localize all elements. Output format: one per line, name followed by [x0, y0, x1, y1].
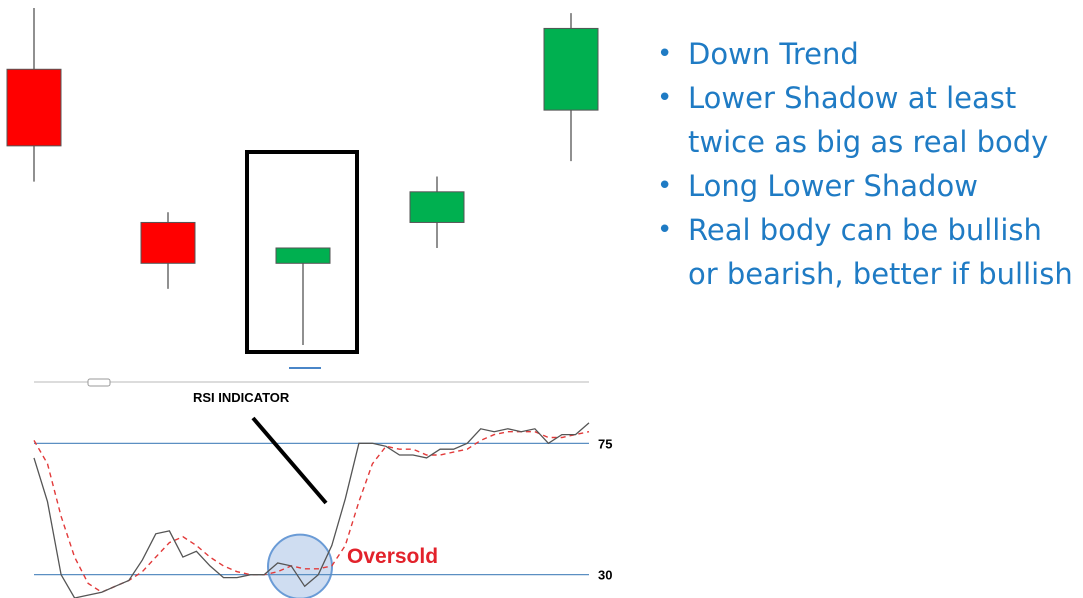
bullet-text: Real body can be bullish or bearish, bet… — [688, 213, 1073, 291]
rsi-line — [33, 422, 590, 598]
rsi-indicator-label: RSI INDICATOR — [193, 390, 290, 405]
rsi-level-label: 30 — [598, 568, 612, 583]
bullet-real-body: • Real body can be bullish or bearish, b… — [655, 208, 1080, 296]
rsi-label-pointer — [251, 416, 328, 505]
candle — [275, 247, 331, 345]
candle — [409, 176, 465, 248]
bullet-text: Lower Shadow at least twice as big as re… — [688, 81, 1049, 159]
candle — [6, 8, 62, 182]
bullet-dot-icon: • — [657, 171, 673, 201]
candle-body — [543, 27, 599, 111]
oversold-label: Oversold — [347, 545, 438, 568]
oversold-circle — [267, 533, 333, 598]
bullet-lower-shadow-size: • Lower Shadow at least twice as big as … — [655, 76, 1080, 164]
rsi-level-label: 75 — [598, 436, 612, 451]
candle-body — [275, 247, 331, 264]
candle — [543, 13, 599, 162]
bullet-dot-icon: • — [657, 39, 673, 69]
bullet-text: Long Lower Shadow — [688, 169, 978, 203]
candle-body — [140, 221, 196, 264]
rsi-chart: 75 30 RSI INDICATOR Oversold — [33, 390, 612, 598]
bullet-dot-icon: • — [657, 83, 673, 113]
bullet-long-lower-shadow: • Long Lower Shadow — [655, 164, 1080, 208]
pattern-highlight-box — [245, 150, 359, 354]
bullet-dot-icon: • — [657, 215, 673, 245]
splitter-handle-icon — [87, 378, 111, 387]
bullet-down-trend: • Down Trend — [655, 32, 1080, 76]
bullet-text: Down Trend — [688, 37, 859, 71]
hammer-criteria-list: • Down Trend • Lower Shadow at least twi… — [655, 32, 1080, 296]
candlestick-chart — [6, 8, 599, 387]
candle — [140, 212, 196, 289]
candle-body — [409, 191, 465, 223]
candle-body — [6, 68, 62, 147]
